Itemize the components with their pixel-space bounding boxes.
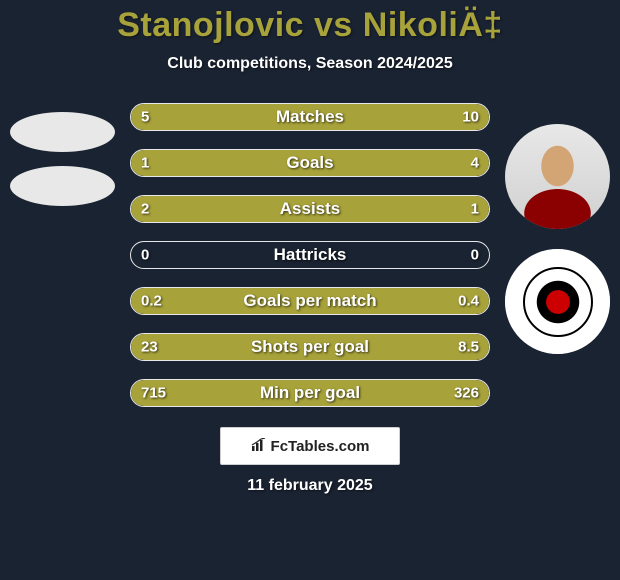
stat-row: 2 1 Assists [130,195,490,223]
stat-value-left: 5 [141,109,149,126]
stat-row: 23 8.5 Shots per goal [130,333,490,361]
stat-label: Shots per goal [251,337,369,357]
stat-value-left: 23 [141,339,158,356]
stat-value-right: 0.4 [458,293,479,310]
stat-value-right: 326 [454,385,479,402]
stat-label: Goals per match [243,291,376,311]
brand-label: FcTables.com [271,438,370,455]
stat-label: Matches [276,107,344,127]
stat-row: 0 0 Hattricks [130,241,490,269]
stats-bars-area: 5 10 Matches 1 4 Goals 2 1 Assists 0 0 Hattricks 0.2… [0,103,620,407]
stat-row: 5 10 Matches [130,103,490,131]
stat-value-right: 0 [471,247,479,264]
stat-row: 0.2 0.4 Goals per match [130,287,490,315]
stat-row: 1 4 Goals [130,149,490,177]
stat-value-left: 715 [141,385,166,402]
stat-label: Min per goal [260,383,360,403]
stat-value-left: 2 [141,201,149,218]
stat-value-right: 8.5 [458,339,479,356]
stat-value-right: 4 [471,155,479,172]
footer-date: 11 february 2025 [0,477,620,495]
stat-value-left: 0.2 [141,293,162,310]
page-title: Stanojlovic vs NikoliÄ‡ [0,6,620,45]
page-subtitle: Club competitions, Season 2024/2025 [0,55,620,73]
stat-label: Assists [280,199,340,219]
brand-badge[interactable]: FcTables.com [220,427,400,465]
stat-value-right: 1 [471,201,479,218]
stat-label: Hattricks [274,245,347,265]
stat-value-left: 0 [141,247,149,264]
stat-value-right: 10 [462,109,479,126]
chart-icon [251,438,267,455]
stat-row: 715 326 Min per goal [130,379,490,407]
stat-label: Goals [286,153,333,173]
stat-value-left: 1 [141,155,149,172]
stat-bar-right [203,150,489,176]
